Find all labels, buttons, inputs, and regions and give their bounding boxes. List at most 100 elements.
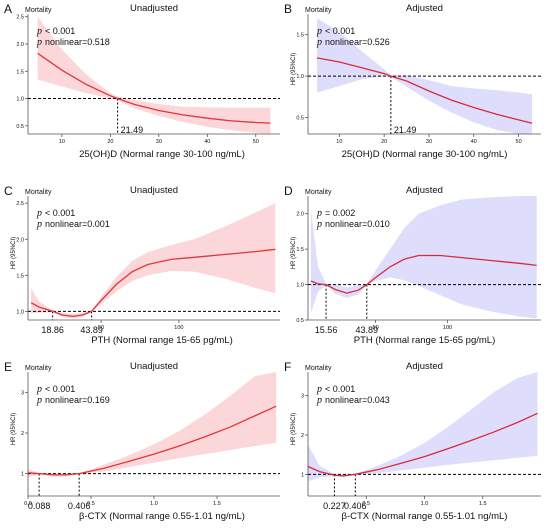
x-axis-label: PTH (Normal range 15-65 pg/mL) [91, 335, 233, 346]
knot-label: 18.86 [41, 325, 64, 335]
x-tick-label: 30 [426, 139, 432, 145]
y-tick-label: 1.0 [16, 97, 24, 103]
outcome-label: Mortality [25, 7, 52, 14]
x-tick-label: 1.5 [479, 501, 487, 507]
x-tick-label: 50 [98, 325, 104, 331]
x-tick-label: 20 [381, 139, 387, 145]
y-tick-label: 1 [21, 472, 24, 478]
y-axis-label: HR (95%CI) [11, 237, 17, 269]
panel-title: Adjusted [406, 185, 443, 196]
x-axis-label: 25(OH)D (Normal range 30-100 ng/mL) [342, 149, 508, 160]
y-axis-label: HR (95%CI) [291, 53, 297, 85]
panel-title: Adjusted [406, 361, 443, 372]
y-axis-label: HR (95%CI) [291, 413, 297, 445]
x-axis-label: 25(OH)D (Normal range 30-100 ng/mL) [79, 149, 245, 160]
y-tick-label: 2.0 [16, 42, 24, 48]
x-tick-label: 10 [59, 139, 65, 145]
p-nonlinear: p nonlinear=0.010 [316, 219, 390, 230]
confidence-band [31, 203, 276, 319]
knot-label: 0.227 [323, 501, 346, 511]
x-tick-label: 40 [471, 139, 477, 145]
y-tick-label: 1.5 [296, 33, 304, 39]
y-tick-label: 0.5 [296, 115, 304, 121]
panel-E: 1 2 3 0.0 0.5 1.0 1.5 0.088 0.406 E Mortality Unadj… [4, 360, 280, 522]
p-value: p < 0.001 [316, 26, 355, 37]
confidence-band [310, 196, 537, 319]
panel-letter: B [284, 2, 292, 16]
panel-letter: D [284, 184, 293, 198]
y-tick-label: 0.5 [296, 318, 304, 324]
y-tick-label: 1.5 [296, 247, 304, 253]
y-tick-label: 2.5 [16, 15, 24, 21]
x-tick-label: 0.0 [24, 501, 32, 507]
hr-curve [30, 248, 276, 318]
p-value: p < 0.001 [36, 208, 75, 219]
y-tick-label: 2 [301, 433, 304, 439]
x-axis-label: β-CTX (Normal range 0.55-1.01 ng/mL) [79, 511, 245, 522]
panel-title: Adjusted [406, 3, 443, 14]
x-tick-label: 50 [516, 139, 522, 145]
y-tick-label: 2.5 [16, 201, 24, 207]
hr-curve [310, 254, 537, 294]
x-tick-label: 100 [174, 325, 183, 331]
hr-curve [37, 52, 271, 124]
panel-B: 0.5 1.0 1.5 10 20 30 40 50 21.49 B Mortality Adjust… [284, 2, 541, 160]
x-axis-label: β-CTX (Normal range 0.55-1.01 ng/mL) [342, 511, 508, 522]
panel-letter: A [4, 2, 12, 16]
outcome-label: Mortality [305, 7, 332, 14]
x-tick-label: 20 [107, 139, 113, 145]
x-tick-label: 10 [336, 139, 342, 145]
x-tick-label: 50 [373, 325, 379, 331]
x-tick-label: 1.5 [213, 501, 221, 507]
x-tick-label: 1.0 [150, 501, 158, 507]
x-tick-label: 1.0 [421, 501, 429, 507]
outcome-label: Mortality [25, 189, 52, 196]
knot-label: 21.49 [121, 125, 144, 135]
p-value: p < 0.001 [316, 384, 355, 395]
y-tick-label: 1 [301, 472, 304, 478]
hr-curve [316, 57, 533, 124]
p-nonlinear: p nonlinear=0.518 [36, 37, 110, 48]
outcome-label: Mortality [305, 365, 332, 372]
y-tick-label: 2.0 [16, 237, 24, 243]
panel-letter: C [4, 184, 13, 198]
knot-label: 0.406 [344, 501, 367, 511]
p-nonlinear: p nonlinear=0.043 [316, 395, 390, 406]
p-nonlinear: p nonlinear=0.001 [36, 219, 110, 230]
p-value: p < 0.001 [36, 26, 75, 37]
x-tick-label: 0.5 [87, 501, 95, 507]
outcome-label: Mortality [305, 189, 332, 196]
knot-label: 15.56 [315, 325, 338, 335]
knot-label: 21.49 [394, 125, 417, 135]
confidence-band [308, 372, 538, 482]
y-tick-label: 3 [301, 394, 304, 400]
y-tick-label: 1.0 [16, 309, 24, 315]
knot-label: 0.088 [28, 501, 51, 511]
hr-curve [27, 405, 277, 476]
confidence-band [317, 18, 532, 135]
y-tick-label: 2 [21, 431, 24, 437]
y-tick-label: 1.5 [16, 273, 24, 279]
panel-title: Unadjusted [130, 185, 178, 196]
y-tick-label: 1.5 [16, 69, 24, 75]
panel-letter: F [284, 360, 291, 374]
x-tick-label: 30 [156, 139, 162, 145]
knot-label: 43.89 [80, 325, 103, 335]
x-tick-label: 40 [204, 139, 210, 145]
x-axis-label: PTH (Normal range 15-65 pg/mL) [354, 335, 496, 346]
panel-D: 0.5 1.0 1.5 2.0 50 100 15.56 43.89 D Mortality Adj… [284, 184, 541, 346]
x-tick-label: 0.5 [362, 501, 370, 507]
panel-letter: E [4, 360, 12, 374]
hr-curve [307, 412, 538, 477]
knot-label: 43.89 [356, 325, 379, 335]
panel-C: 1.0 1.5 2.0 2.5 50 100 18.86 43.89 C Mortality Una… [4, 184, 280, 346]
p-value: p = 0.002 [316, 208, 355, 219]
y-axis-label: HR (95%CI) [11, 413, 17, 445]
panel-A: 0.5 1.0 1.5 2.0 2.5 10 20 30 40 50 21.49 A Mortality… [4, 2, 280, 160]
p-value: p < 0.001 [36, 384, 75, 395]
panel-title: Unadjusted [130, 361, 178, 372]
confidence-band [28, 372, 277, 477]
y-tick-label: 1.0 [296, 74, 304, 80]
